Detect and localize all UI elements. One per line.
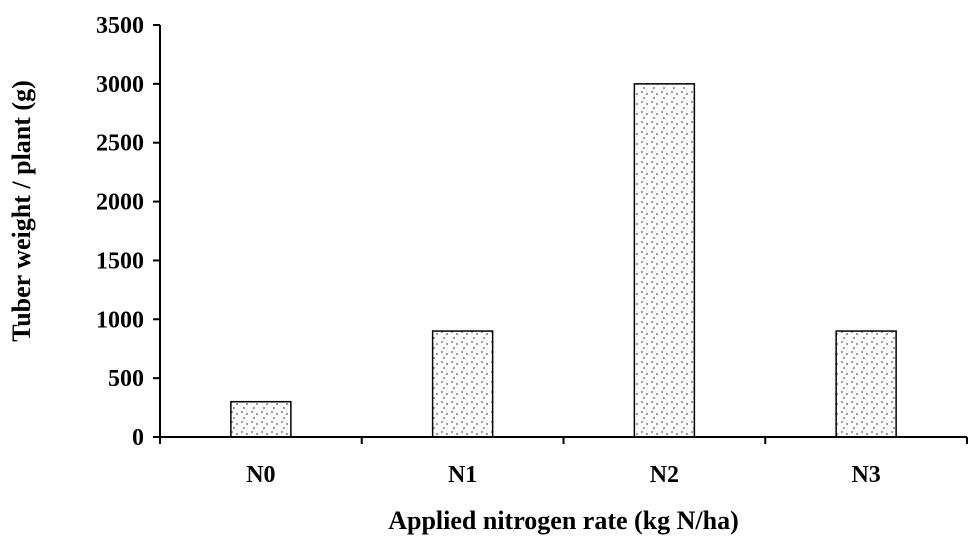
bar-n3 <box>835 330 897 438</box>
bar-n2 <box>633 83 696 438</box>
y-tick-label: 3000 <box>96 72 144 98</box>
x-axis-title: Applied nitrogen rate (kg N/ha) <box>388 506 739 535</box>
x-tick-label: N3 <box>851 462 880 488</box>
x-tick-label: N2 <box>650 462 679 488</box>
y-tick-label: 3500 <box>96 13 144 39</box>
y-tick-label: 0 <box>132 425 144 451</box>
bars <box>230 83 897 438</box>
x-axis-ticks: N0 N1 N2 N3 <box>159 437 968 488</box>
y-tick-label: 2500 <box>96 131 144 157</box>
bar-n0 <box>230 400 292 438</box>
y-axis-ticks: 0 500 1000 1500 2000 2500 3000 3500 <box>96 13 160 451</box>
y-tick-label: 1500 <box>96 248 144 274</box>
y-tick-label: 1000 <box>96 307 144 333</box>
bar-n1 <box>431 330 494 438</box>
y-tick-label: 2000 <box>96 190 144 216</box>
y-tick-label: 500 <box>108 366 144 392</box>
x-tick-label: N0 <box>246 462 275 488</box>
y-axis-title: Tuber weight / plant (g) <box>7 80 36 342</box>
x-tick-label: N1 <box>448 462 477 488</box>
